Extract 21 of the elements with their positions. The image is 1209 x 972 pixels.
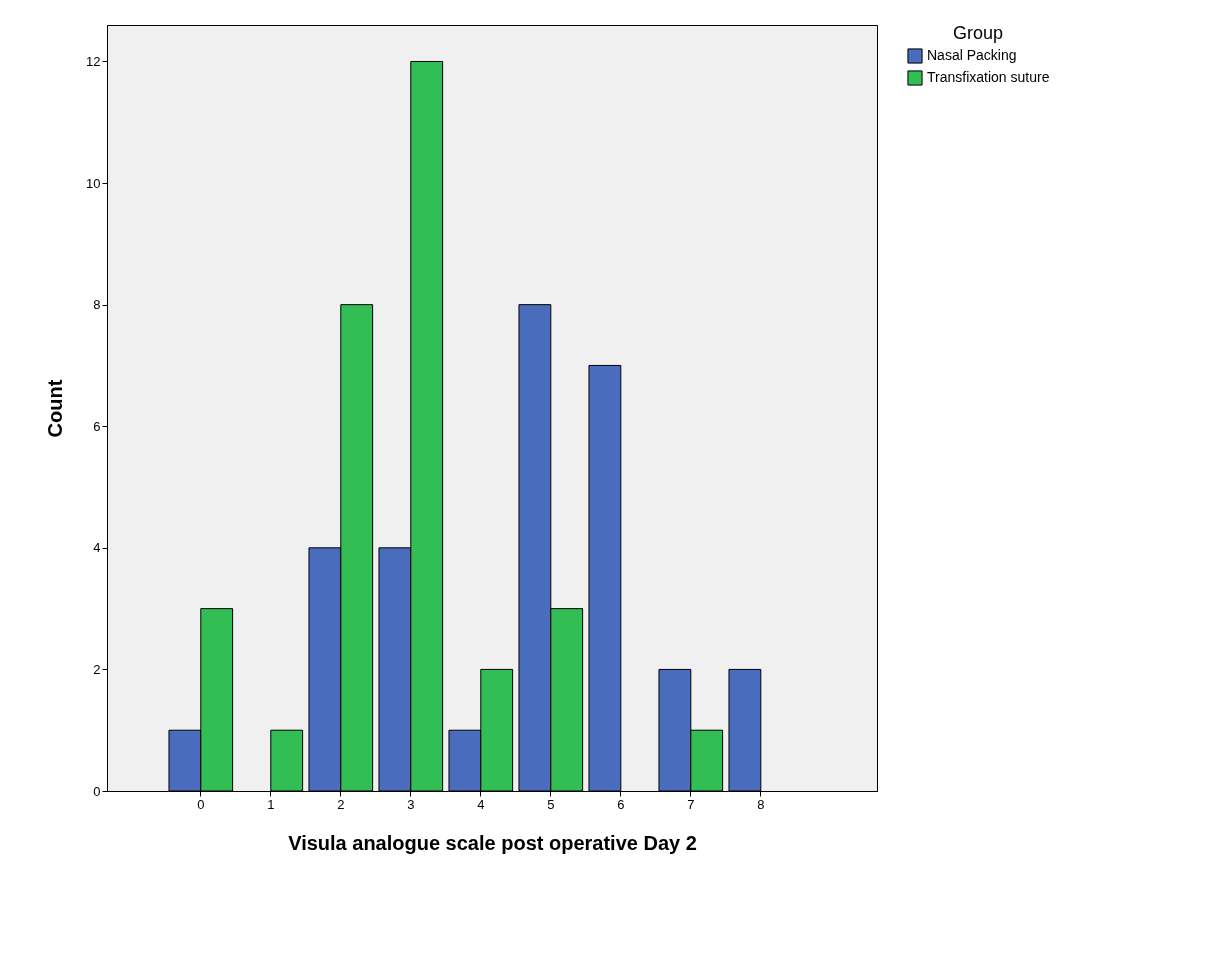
y-tick-label: 2: [93, 661, 101, 677]
y-tick-label: 4: [93, 540, 101, 556]
legend-label: Transfixation suture: [927, 69, 1050, 85]
y-tick-label: 10: [86, 175, 101, 191]
x-tick-label: 4: [477, 796, 485, 812]
x-tick-label: 8: [757, 796, 765, 812]
y-tick-label: 6: [93, 418, 101, 434]
legend-label: Nasal Packing: [927, 47, 1017, 63]
x-tick-label: 3: [407, 796, 415, 812]
x-tick-label: 0: [197, 796, 205, 812]
y-tick-label: 0: [93, 783, 101, 799]
y-axis-title: Count: [44, 379, 67, 438]
x-tick-label: 1: [267, 796, 275, 812]
x-tick-label: 7: [687, 796, 695, 812]
y-tick-label: 12: [86, 53, 101, 69]
x-tick-label: 5: [547, 796, 555, 812]
x-axis-title: Visula analogue scale post operative Day 2: [288, 831, 697, 854]
x-tick-label: 2: [337, 796, 345, 812]
legend-title: Group: [952, 23, 1004, 43]
x-tick-label: 6: [617, 796, 625, 812]
y-tick-label: 8: [93, 297, 101, 313]
